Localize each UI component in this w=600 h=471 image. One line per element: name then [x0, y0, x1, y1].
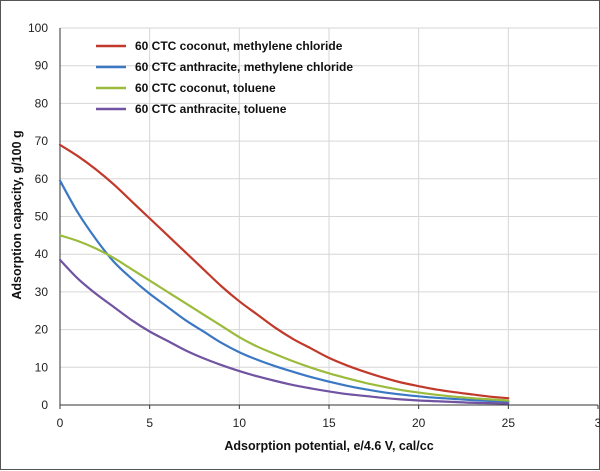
y-tick-label: 20 — [35, 323, 49, 337]
x-axis-title: Adsorption potential, e/4.6 V, cal/cc — [224, 439, 433, 453]
y-axis-title: Adsorption capacity, g/100 g — [10, 130, 24, 299]
y-tick-label: 80 — [35, 96, 49, 110]
y-tick-label: 40 — [35, 247, 49, 261]
y-tick-label: 30 — [35, 285, 49, 299]
legend: 60 CTC coconut, methylene chloride 60 CTC… — [96, 39, 353, 116]
y-tick-label: 60 — [35, 172, 49, 186]
x-tick-label: 25 — [502, 416, 516, 430]
series-line-4 — [58, 258, 510, 405]
x-tick-label: 0 — [57, 416, 64, 430]
legend-label-3: 60 CTC coconut, toluene — [135, 81, 276, 95]
legend-label-1: 60 CTC coconut, methylene chloride — [135, 39, 343, 53]
axes — [59, 28, 599, 409]
y-tick-label: 100 — [28, 21, 48, 35]
y-tick-label: 0 — [41, 398, 48, 412]
gridlines — [60, 27, 598, 405]
legend-label-2: 60 CTC anthracite, methylene chloride — [135, 60, 353, 74]
y-tick-label: 90 — [35, 59, 49, 73]
y-tick-label: 70 — [35, 134, 49, 148]
x-tick-label: 20 — [412, 416, 426, 430]
x-tick-label: 5 — [146, 416, 153, 430]
series-line-3 — [58, 234, 510, 402]
legend-label-4: 60 CTC anthracite, toluene — [135, 102, 287, 116]
x-tick-label: 15 — [322, 416, 336, 430]
x-tick-label: 3 — [595, 416, 600, 430]
y-tick-label: 50 — [35, 210, 49, 224]
series-line-1 — [58, 143, 510, 400]
series-lines — [58, 143, 510, 405]
series-line-2 — [58, 179, 510, 403]
y-tick-label: 10 — [35, 360, 49, 374]
x-tick-label: 10 — [233, 416, 247, 430]
tick-labels: 0 10 20 30 40 50 60 70 80 90 100 0 5 10 15 20 25 3 — [28, 21, 600, 430]
